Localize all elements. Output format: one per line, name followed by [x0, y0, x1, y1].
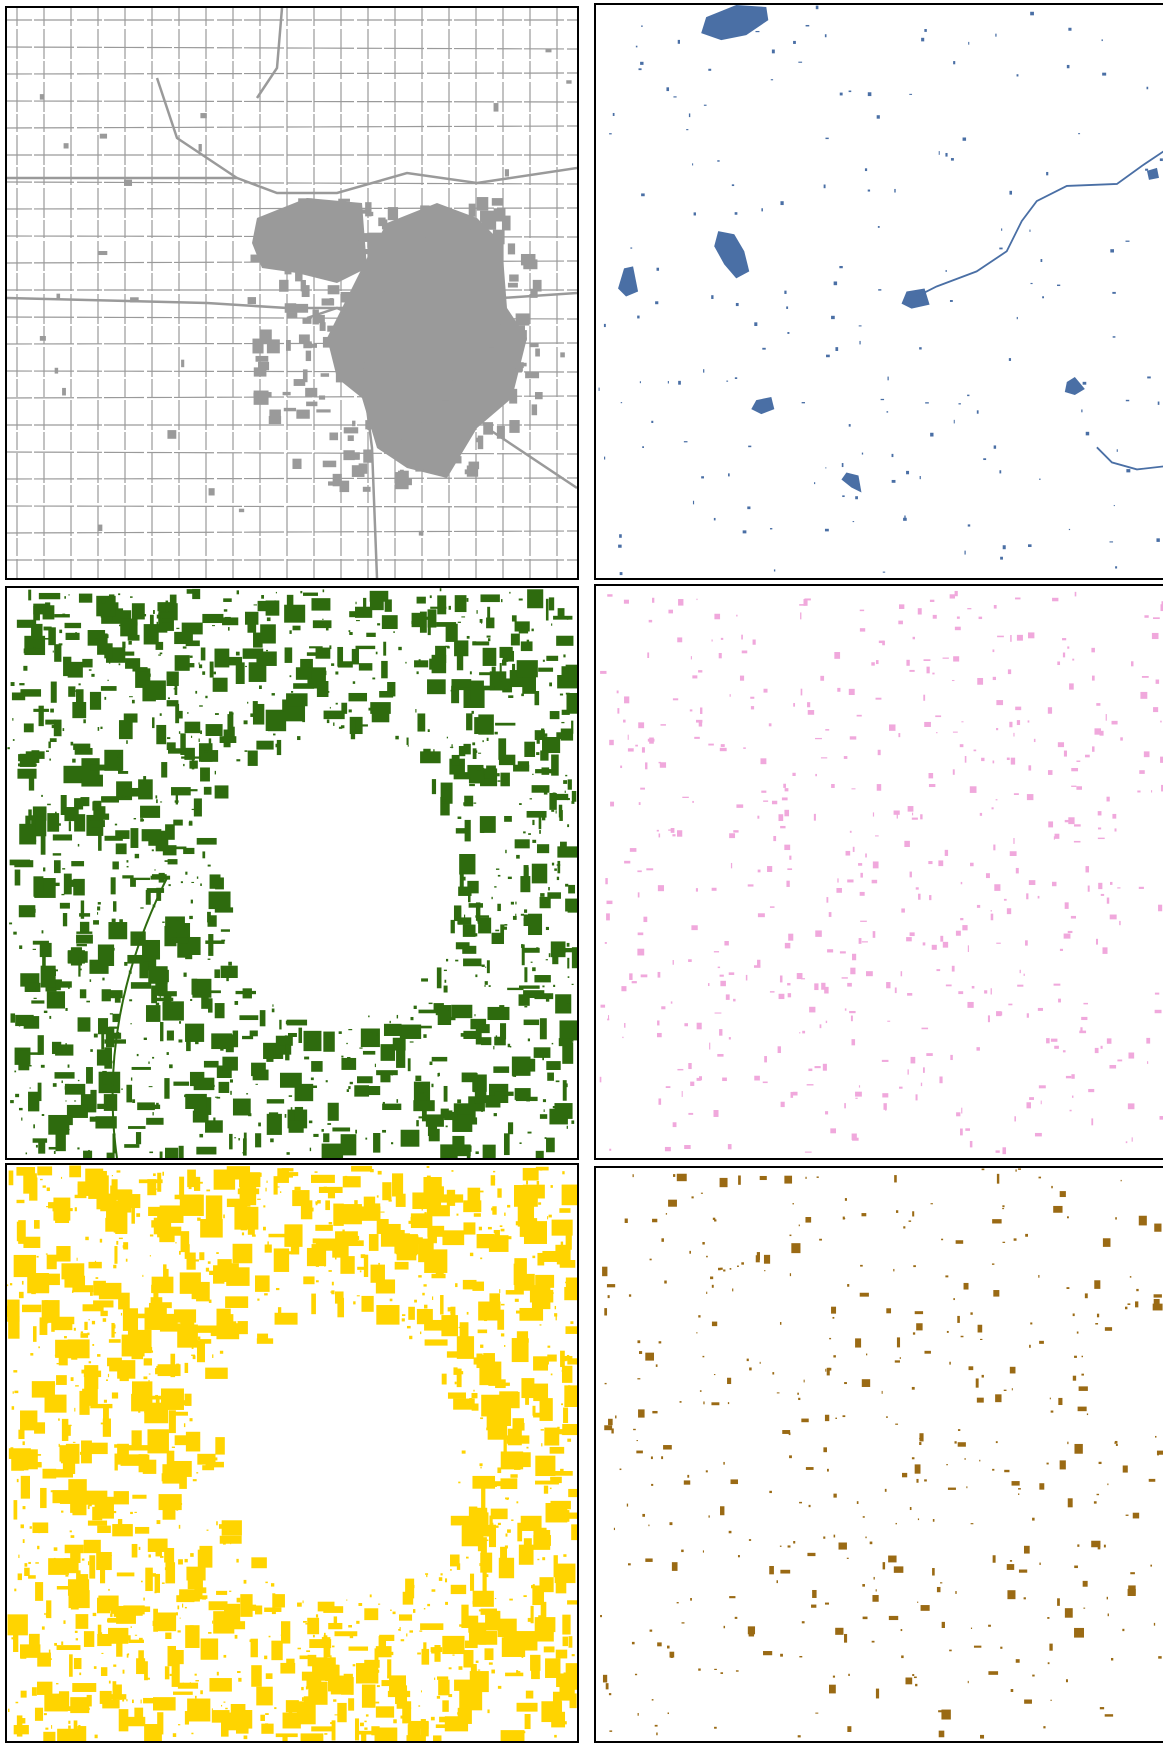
shrub-map-panel [594, 584, 1163, 1160]
development-patches [39, 49, 572, 536]
water-map [598, 5, 1163, 576]
water-bodies [618, 5, 1159, 493]
forest-patches [7, 588, 577, 1158]
small-ponds [598, 5, 1163, 576]
developed-land-map [7, 8, 577, 578]
crop-fields [7, 1165, 577, 1741]
barren-land-map-panel [594, 1166, 1163, 1743]
shrub-patches [599, 590, 1163, 1155]
water-map-panel [594, 3, 1163, 580]
barren-patches [600, 1168, 1163, 1739]
developed-land-map-panel [5, 6, 579, 580]
shrub-map [599, 590, 1163, 1155]
riparian-forest-strip [111, 877, 168, 1158]
cultivated-crops-map [7, 1165, 577, 1741]
forest-map-panel [5, 586, 579, 1160]
cultivated-crops-map-panel [5, 1163, 579, 1743]
forest-map [7, 588, 577, 1158]
barren-land-map [600, 1168, 1163, 1739]
river [916, 150, 1163, 471]
